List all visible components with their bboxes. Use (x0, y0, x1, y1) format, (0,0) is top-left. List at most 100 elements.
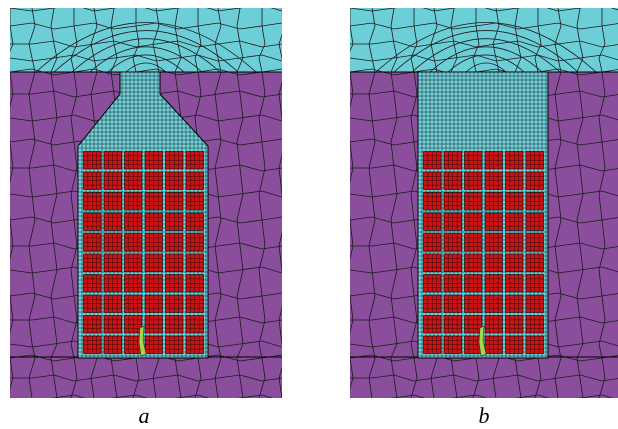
block-cell (165, 294, 184, 313)
mesh-line (214, 8, 222, 398)
block-cell (165, 335, 184, 354)
block-cell (443, 192, 462, 211)
block-cell (165, 212, 184, 231)
block-cell (103, 335, 122, 354)
mesh-line (28, 8, 36, 398)
mesh-line (368, 8, 376, 398)
mesh-arc (411, 38, 561, 73)
block-cell (83, 274, 102, 293)
block-cell (443, 294, 462, 313)
mesh-line (598, 8, 606, 398)
block-cell (443, 171, 462, 190)
block-cell (505, 335, 524, 354)
block-cell (103, 212, 122, 231)
block-cell (165, 233, 184, 252)
block-cell (423, 294, 442, 313)
block-cell (525, 171, 544, 190)
mesh-line (10, 68, 282, 76)
block-cell (484, 151, 503, 170)
block-cell (484, 171, 503, 190)
block-cell (525, 212, 544, 231)
mesh-line (350, 374, 618, 382)
defect-mark (138, 325, 147, 357)
block-cell (525, 233, 544, 252)
block-cell (185, 315, 204, 334)
mesh-figure-a (10, 8, 282, 398)
block-cell (423, 253, 442, 272)
block-cell (443, 233, 462, 252)
block-cell (505, 171, 524, 190)
block-cell (443, 151, 462, 170)
block-cell (423, 151, 442, 170)
block-cell (144, 171, 163, 190)
caption-b: b (478, 403, 490, 428)
block-cell (165, 253, 184, 272)
block-cell (464, 151, 483, 170)
block-cell (464, 212, 483, 231)
block-cell (423, 233, 442, 252)
block-cell (124, 192, 143, 211)
block-cell (103, 253, 122, 272)
mesh-line (554, 8, 562, 398)
block-cell (144, 233, 163, 252)
block-cell (124, 171, 143, 190)
block-cell (443, 253, 462, 272)
mesh-panel-a (10, 8, 282, 398)
mesh-figure-b (350, 8, 618, 398)
block-cell (103, 315, 122, 334)
block-grid (83, 151, 204, 354)
block-cell (83, 315, 102, 334)
block-cell (464, 233, 483, 252)
block-cell (185, 335, 204, 354)
block-cell (185, 294, 204, 313)
mesh-line (350, 40, 618, 48)
block-cell (124, 294, 143, 313)
block-cell (464, 315, 483, 334)
block-cell (185, 171, 204, 190)
block-cell (144, 151, 163, 170)
block-cell (505, 192, 524, 211)
block-cell (484, 294, 503, 313)
block-cell (464, 171, 483, 190)
mesh-line (10, 394, 274, 398)
block-cell (144, 294, 163, 313)
mesh-arc (429, 46, 543, 73)
block-cell (165, 171, 184, 190)
block-cell (103, 233, 122, 252)
block-cell (185, 192, 204, 211)
caption-a: a (138, 403, 150, 428)
block-cell (124, 253, 143, 272)
block-cell (423, 171, 442, 190)
mesh-line (576, 8, 584, 398)
block-cell (525, 335, 544, 354)
block-cell (165, 274, 184, 293)
block-cell (83, 294, 102, 313)
block-cell (505, 233, 524, 252)
block-cell (144, 315, 163, 334)
mesh-line (50, 8, 58, 398)
block-cell (525, 315, 544, 334)
block-cell (484, 253, 503, 272)
block-cell (505, 212, 524, 231)
defect-mark (478, 325, 487, 357)
block-cell (124, 274, 143, 293)
block-cell (165, 315, 184, 334)
block-cell (484, 335, 503, 354)
mesh-panel-b (350, 8, 618, 398)
block-cell (103, 192, 122, 211)
block-cell (103, 151, 122, 170)
block-cell (443, 335, 462, 354)
block-cell (144, 274, 163, 293)
block-cell (185, 233, 204, 252)
mesh-line (10, 8, 282, 12)
mesh-line (350, 54, 618, 62)
block-cell (103, 171, 122, 190)
mesh-arc (71, 38, 221, 73)
block-cell (443, 274, 462, 293)
mesh-line (350, 22, 618, 30)
block-cell (423, 212, 442, 231)
block-cell (484, 274, 503, 293)
mesh-arc (375, 22, 597, 73)
block-cell (423, 335, 442, 354)
mesh-line (10, 22, 282, 30)
